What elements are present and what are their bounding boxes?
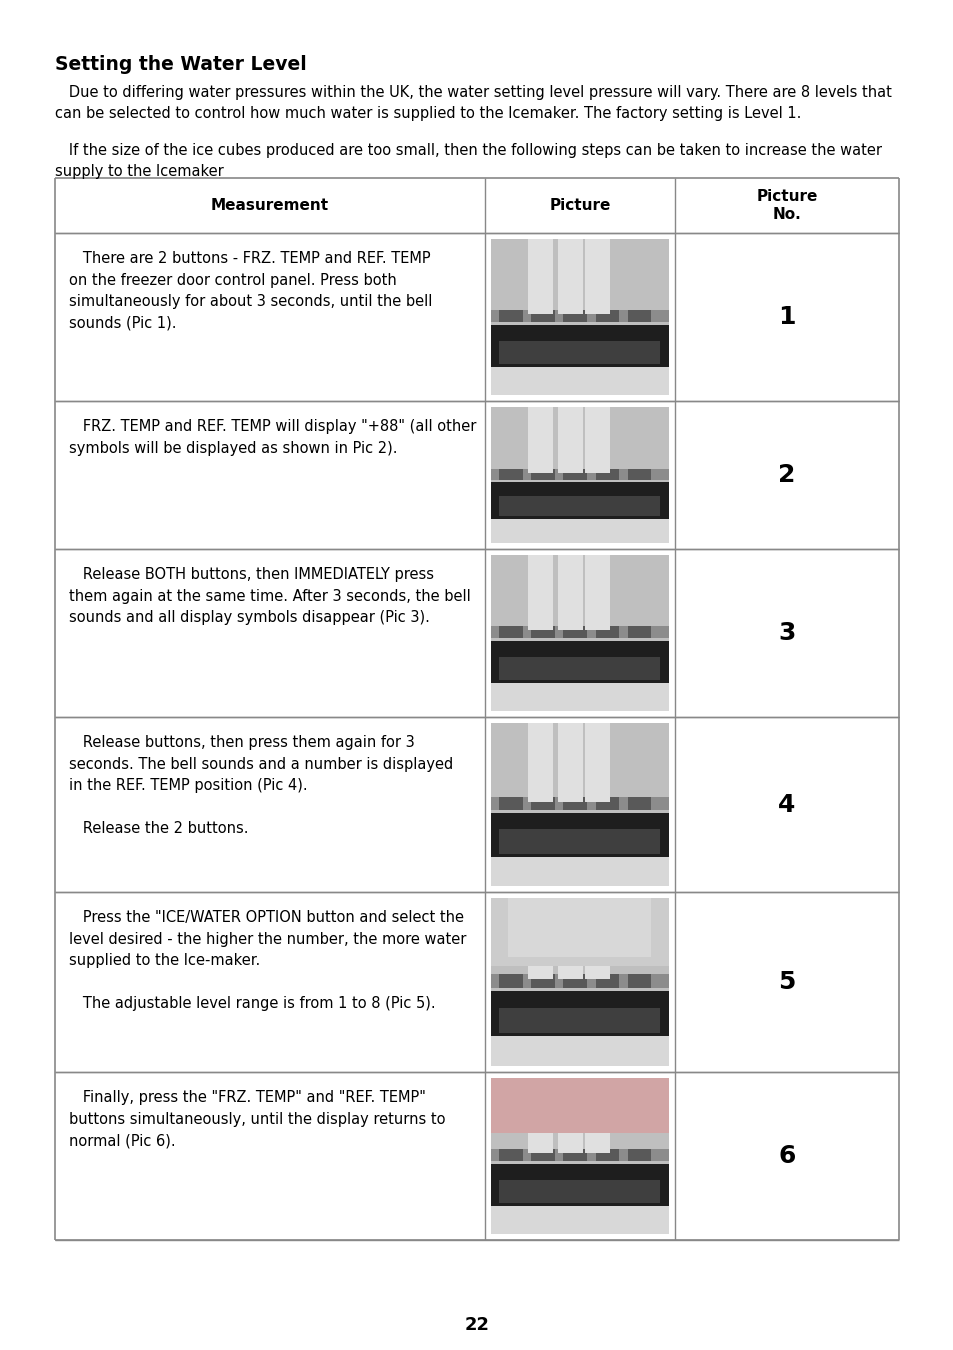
Text: Picture: Picture: [549, 198, 610, 213]
Text: Release buttons, then press them again for 3
seconds. The bell sounds and a numb: Release buttons, then press them again f…: [69, 734, 453, 837]
Text: 3: 3: [778, 621, 795, 645]
Text: Setting the Water Level: Setting the Water Level: [55, 55, 307, 74]
Text: 4: 4: [778, 792, 795, 817]
Text: 2: 2: [778, 463, 795, 487]
Text: 6: 6: [778, 1143, 795, 1168]
Text: Picture
No.: Picture No.: [756, 189, 817, 221]
Text: 5: 5: [778, 971, 795, 994]
Text: Press the "ICE/WATER OPTION button and select the
level desired - the higher the: Press the "ICE/WATER OPTION button and s…: [69, 910, 466, 1011]
Text: There are 2 buttons - FRZ. TEMP and REF. TEMP
on the freezer door control panel.: There are 2 buttons - FRZ. TEMP and REF.…: [69, 251, 432, 331]
Text: Due to differing water pressures within the UK, the water setting level pressure: Due to differing water pressures within …: [55, 85, 891, 122]
Text: Finally, press the "FRZ. TEMP" and "REF. TEMP"
buttons simultaneously, until the: Finally, press the "FRZ. TEMP" and "REF.…: [69, 1089, 445, 1149]
Text: FRZ. TEMP and REF. TEMP will display "+88" (all other
symbols will be displayed : FRZ. TEMP and REF. TEMP will display "+8…: [69, 418, 476, 455]
Text: Measurement: Measurement: [211, 198, 329, 213]
Text: If the size of the ice cubes produced are too small, then the following steps ca: If the size of the ice cubes produced ar…: [55, 143, 882, 180]
Text: Release BOTH buttons, then IMMEDIATELY press
them again at the same time. After : Release BOTH buttons, then IMMEDIATELY p…: [69, 567, 470, 625]
Text: 1: 1: [778, 305, 795, 329]
Text: 22: 22: [464, 1316, 489, 1334]
